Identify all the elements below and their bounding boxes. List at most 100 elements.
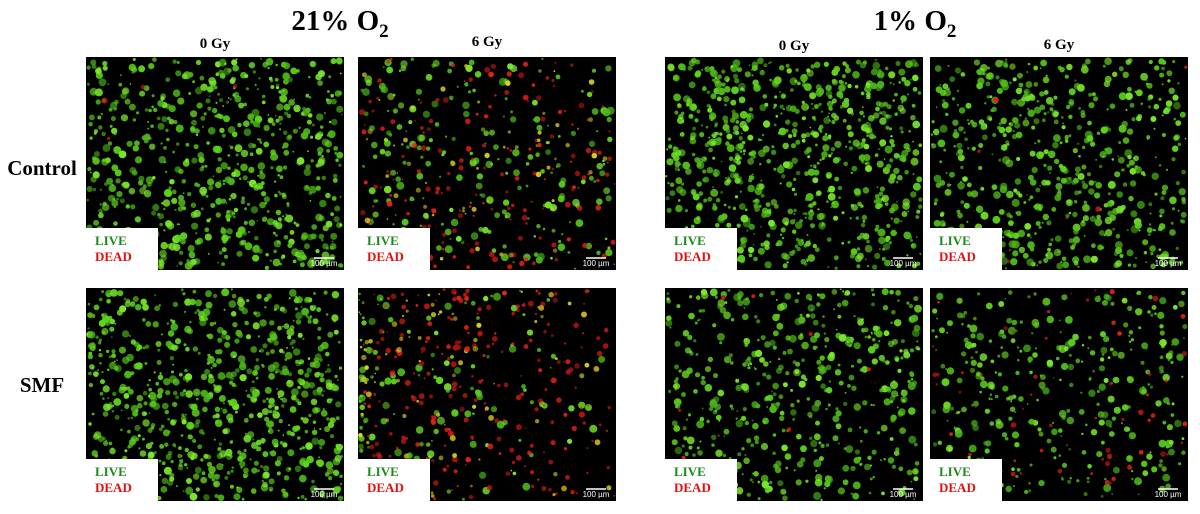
cell <box>1027 241 1035 249</box>
cell <box>1129 180 1137 187</box>
cell <box>691 152 696 157</box>
cell <box>970 333 976 339</box>
cell <box>1026 71 1029 73</box>
cell <box>282 434 285 437</box>
cell <box>1149 212 1152 215</box>
cell <box>169 179 175 185</box>
cell <box>1077 173 1085 180</box>
cell <box>1127 305 1133 311</box>
cell <box>1089 350 1096 356</box>
cell <box>1094 218 1103 227</box>
cell <box>855 59 861 65</box>
cell <box>747 366 751 370</box>
cell <box>578 401 586 409</box>
cell <box>666 158 674 166</box>
cell <box>1087 172 1091 177</box>
cell <box>586 471 589 474</box>
cell <box>907 379 911 384</box>
cell <box>1140 171 1145 176</box>
cell <box>831 112 837 119</box>
cell <box>110 336 113 338</box>
cell <box>946 367 955 375</box>
cell <box>1115 246 1123 255</box>
cell <box>558 239 562 244</box>
cell <box>272 409 277 415</box>
cell <box>828 106 833 111</box>
cell <box>706 167 713 174</box>
cell <box>95 67 102 75</box>
cell <box>91 412 95 416</box>
cell <box>1095 159 1097 161</box>
cell <box>413 198 415 201</box>
cell <box>1018 193 1023 198</box>
cell <box>1101 246 1105 250</box>
cell <box>1134 166 1138 170</box>
cell <box>298 126 302 130</box>
cell <box>1067 479 1072 484</box>
cell <box>568 405 575 412</box>
cell <box>781 444 788 452</box>
cell <box>287 335 292 340</box>
cell <box>726 133 733 140</box>
cell <box>753 435 760 441</box>
cell <box>598 355 606 363</box>
cell <box>674 446 683 455</box>
cell <box>1088 389 1096 397</box>
cell <box>431 368 434 371</box>
cell <box>456 485 459 488</box>
cell <box>150 179 153 182</box>
cell <box>770 61 772 64</box>
cell <box>205 394 211 399</box>
cell <box>857 201 862 207</box>
cell <box>666 297 670 301</box>
cell <box>222 428 228 434</box>
cell <box>971 146 976 151</box>
cell <box>813 459 822 468</box>
cell <box>320 410 328 417</box>
cell <box>1089 141 1096 147</box>
cell <box>742 298 751 306</box>
cell <box>1148 59 1153 65</box>
cell <box>815 84 822 91</box>
cell <box>832 435 839 442</box>
cell <box>596 178 600 183</box>
cell <box>262 474 267 479</box>
cell <box>988 339 993 343</box>
title-main: 21% O <box>291 5 379 37</box>
cell <box>983 441 988 446</box>
cell <box>114 169 122 177</box>
cell <box>580 407 583 410</box>
cell <box>502 115 505 118</box>
cell <box>1104 75 1112 83</box>
cell <box>935 106 938 109</box>
cell <box>877 228 886 237</box>
cell <box>392 93 396 97</box>
cell <box>224 176 232 183</box>
cell <box>502 290 507 296</box>
cell <box>268 410 272 414</box>
cell <box>1145 82 1149 86</box>
cell <box>415 426 424 434</box>
cell <box>164 409 169 415</box>
cell <box>408 120 413 125</box>
cell <box>883 458 886 461</box>
cell <box>906 147 911 153</box>
cell <box>676 116 685 125</box>
cell <box>186 466 189 469</box>
cell <box>708 147 713 153</box>
cell <box>1037 139 1041 143</box>
cell <box>139 187 147 195</box>
cell <box>317 159 325 167</box>
cell <box>294 104 297 107</box>
cell <box>892 380 896 384</box>
cell <box>588 175 594 181</box>
cell <box>243 472 249 478</box>
cell <box>378 400 381 403</box>
cell <box>1164 379 1169 383</box>
cell <box>505 471 511 476</box>
cell <box>334 205 341 212</box>
cell <box>206 361 210 365</box>
cell <box>1138 481 1141 484</box>
legend-box <box>358 228 430 270</box>
cell <box>235 385 238 387</box>
